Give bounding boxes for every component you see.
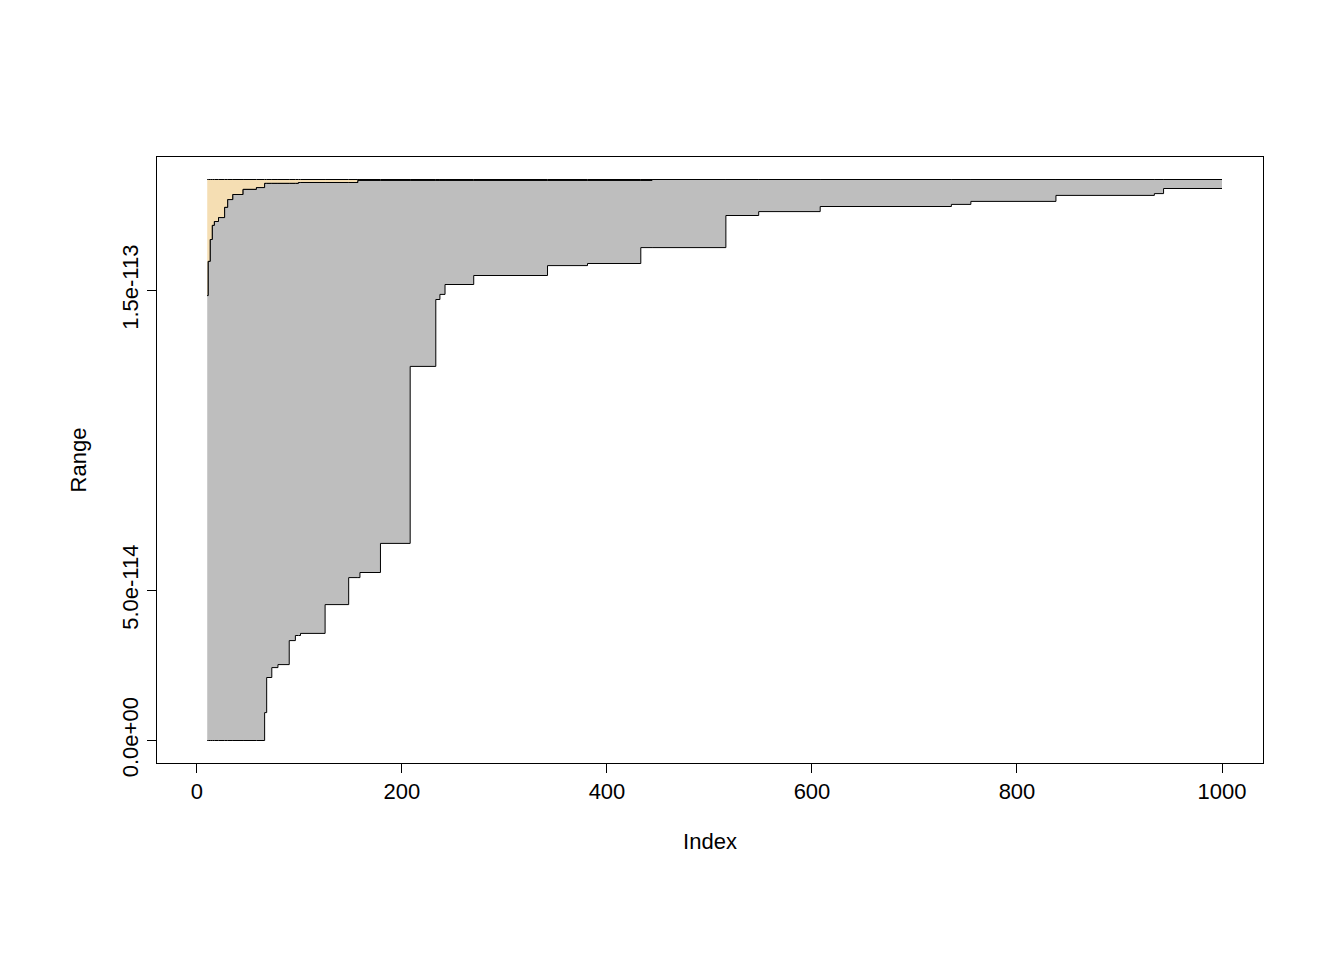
svg-text:400: 400	[589, 779, 626, 804]
svg-text:800: 800	[999, 779, 1036, 804]
svg-text:Range: Range	[66, 428, 91, 493]
svg-text:0: 0	[191, 779, 203, 804]
svg-text:0.0e+00: 0.0e+00	[118, 697, 143, 777]
svg-text:5.0e-114: 5.0e-114	[118, 545, 143, 630]
svg-text:200: 200	[384, 779, 421, 804]
svg-text:1000: 1000	[1198, 779, 1247, 804]
svg-text:600: 600	[794, 779, 831, 804]
svg-text:Index: Index	[683, 829, 737, 854]
svg-text:1.5e-113: 1.5e-113	[118, 245, 143, 330]
